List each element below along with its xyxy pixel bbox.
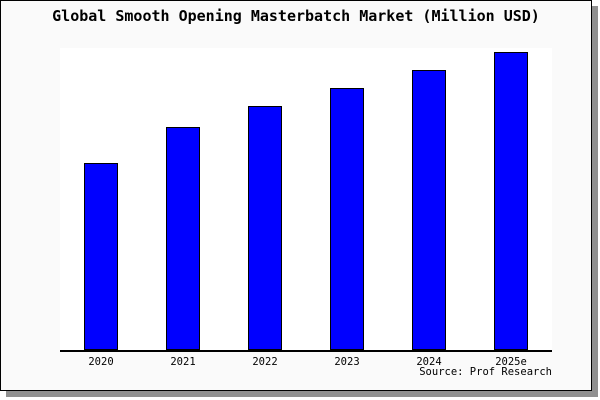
x-tick-label-2025e: 2025e <box>495 356 527 368</box>
bar-2020 <box>84 163 118 350</box>
x-tick-label-2023: 2023 <box>334 356 360 368</box>
bar-2024 <box>412 70 446 350</box>
plot-area <box>60 48 552 352</box>
bar-2023 <box>330 88 364 350</box>
source-credit: Source: Prof Research <box>419 366 552 378</box>
figure-frame: Global Smooth Opening Masterbatch Market… <box>0 0 592 391</box>
bar-2025e <box>494 52 528 350</box>
bar-2021 <box>166 127 200 350</box>
x-tick-label-2024: 2024 <box>416 356 442 368</box>
x-tick-label-2022: 2022 <box>252 356 278 368</box>
x-tick-label-2021: 2021 <box>170 356 196 368</box>
x-tick-label-2020: 2020 <box>88 356 114 368</box>
bar-2022 <box>248 106 282 350</box>
chart-title: Global Smooth Opening Masterbatch Market… <box>52 7 540 25</box>
